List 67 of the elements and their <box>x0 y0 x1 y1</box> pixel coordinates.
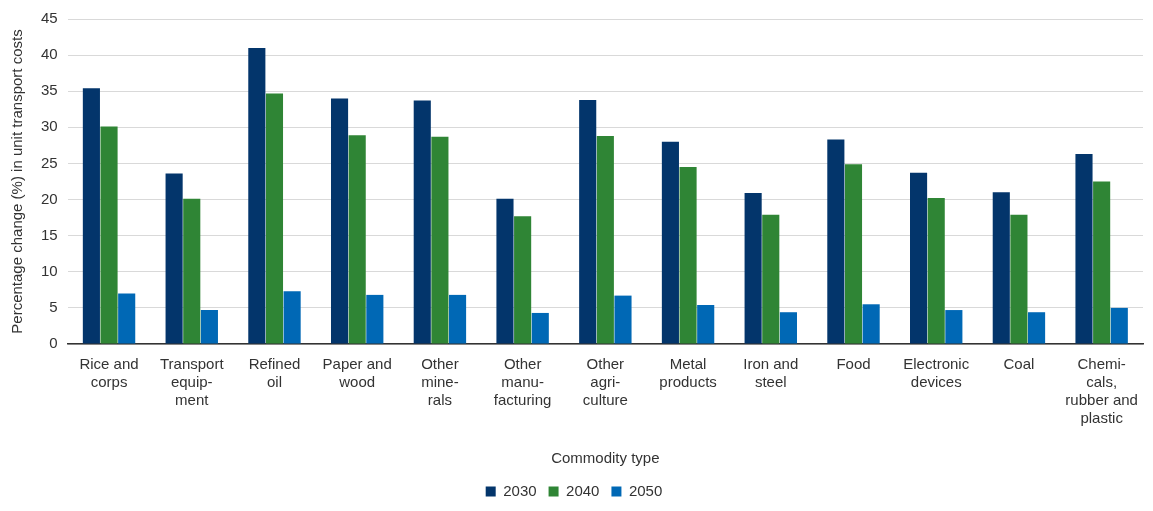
x-tick-label: Electronic devices <box>903 355 970 391</box>
bar <box>992 192 1010 344</box>
bar <box>200 310 218 344</box>
bar <box>844 164 863 344</box>
bar <box>1110 307 1128 344</box>
bar <box>1093 181 1111 344</box>
y-tick-label: 45 <box>41 9 58 27</box>
legend-label: 2040 <box>566 481 600 499</box>
bar <box>779 312 797 344</box>
bar <box>827 139 845 344</box>
x-tick-label: Food <box>836 355 871 373</box>
y-tick-label: 40 <box>41 45 58 63</box>
bar <box>1028 312 1046 344</box>
bar <box>366 294 384 344</box>
x-tick-label: Iron and steel <box>743 355 799 391</box>
bar <box>1010 214 1028 344</box>
bar <box>596 136 614 344</box>
bar <box>183 198 201 344</box>
x-tick-label: Rice and corps <box>79 355 139 391</box>
y-tick-label: 35 <box>41 81 58 99</box>
bar <box>348 135 366 344</box>
bar <box>661 141 679 344</box>
bar <box>1075 154 1093 344</box>
bar <box>248 47 266 344</box>
bar <box>413 100 431 344</box>
bar <box>679 167 697 344</box>
bar <box>431 136 449 344</box>
y-axis-title: Percentage change (%) in unit transport costs <box>8 29 26 334</box>
x-tick-label: Other agri- culture <box>582 355 628 409</box>
legend-label: 2050 <box>628 481 663 499</box>
bar <box>118 293 136 344</box>
x-tick-label: Metal products <box>659 355 717 391</box>
bar <box>265 93 284 344</box>
bar <box>514 216 532 344</box>
bar <box>927 198 945 344</box>
bar <box>330 98 349 344</box>
y-tick-label: 15 <box>41 225 58 243</box>
bar <box>744 193 762 344</box>
bar <box>910 172 928 344</box>
x-axis-title: Commodity type <box>551 449 660 467</box>
bar <box>82 88 100 344</box>
bar <box>449 294 467 344</box>
x-tick-label: Other manu- facturing <box>493 355 552 409</box>
x-tick-label: Transport equip- ment <box>159 355 225 409</box>
x-tick-label: Chemi- cals, rubber and plastic <box>1065 355 1138 427</box>
bar <box>697 305 715 344</box>
x-tick-label: Coal <box>1003 355 1035 373</box>
bar <box>496 198 514 344</box>
bar <box>579 99 597 344</box>
bar <box>100 126 118 344</box>
bar <box>614 295 632 344</box>
legend-label: 2030 <box>503 481 537 499</box>
y-tick-label: 30 <box>41 117 58 135</box>
bar <box>165 173 183 344</box>
bar <box>531 312 549 344</box>
y-tick-label: 20 <box>41 189 58 207</box>
bar <box>762 214 780 344</box>
y-tick-label: 25 <box>41 153 58 171</box>
bar <box>945 310 963 344</box>
bar <box>862 304 880 344</box>
y-tick-label: 0 <box>49 334 58 352</box>
x-tick-label: Refined oil <box>248 355 301 391</box>
x-tick-label: Other mine- rals <box>421 355 459 409</box>
y-tick-label: 10 <box>41 261 58 279</box>
bar <box>283 291 301 344</box>
x-tick-label: Paper and wood <box>322 355 392 391</box>
y-tick-label: 5 <box>49 298 58 316</box>
